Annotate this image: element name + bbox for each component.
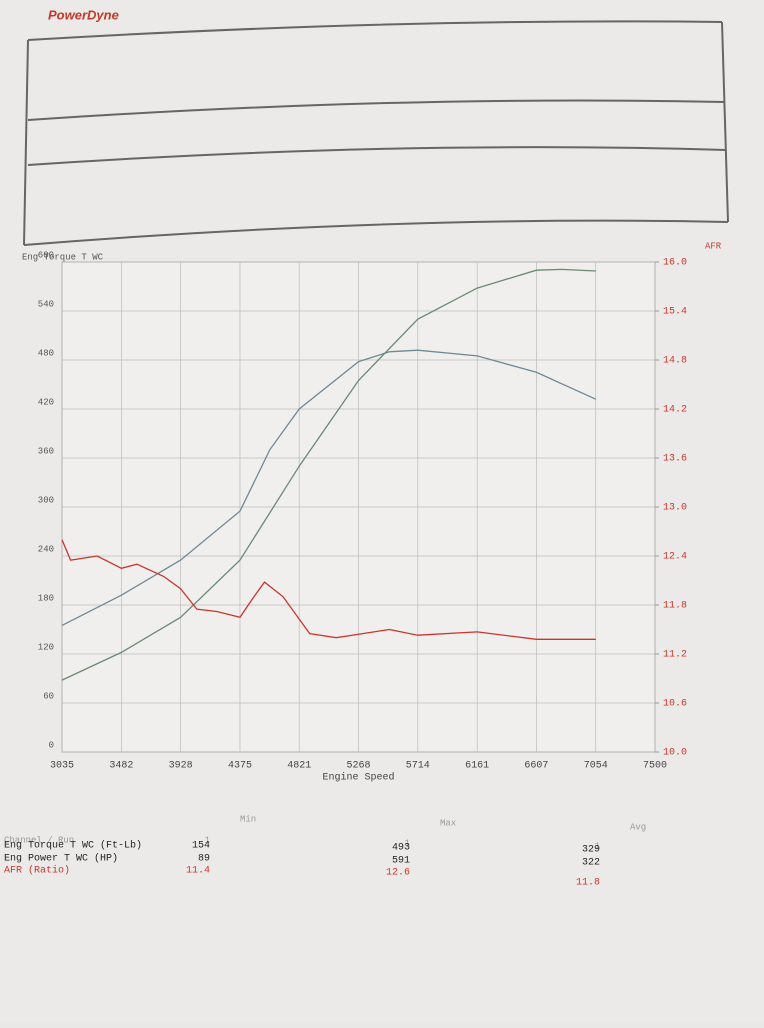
y2-tick-label: 10.0 <box>663 748 687 759</box>
x-tick-label: 4821 <box>287 761 311 772</box>
series-line <box>61 349 597 626</box>
rule <box>23 39 29 246</box>
y-tick-label: 540 <box>38 299 54 309</box>
table-header: Avg <box>630 822 646 832</box>
y2-axis-label: AFR <box>705 241 722 251</box>
rule <box>721 21 729 223</box>
series-line <box>61 268 596 681</box>
x-tick-label: 6607 <box>524 761 548 772</box>
table-header: Max <box>440 818 456 828</box>
y-tick-label: 300 <box>38 495 54 505</box>
table-header: Min <box>240 814 256 824</box>
channel-name: Eng Torque T WC (Ft-Lb) <box>4 840 142 852</box>
rule <box>27 20 723 41</box>
y-tick-label: 480 <box>38 348 54 358</box>
y-tick-label: 120 <box>38 642 54 652</box>
table-value: 493 <box>392 843 410 854</box>
y2-tick-label: 12.4 <box>663 552 687 563</box>
channel-name: AFR (Ratio) <box>4 865 70 877</box>
y2-tick-label: 13.0 <box>663 503 687 514</box>
x-tick-label: 5268 <box>347 761 371 772</box>
table-header: Channel / Run <box>4 835 74 845</box>
table-value: 591 <box>392 856 410 867</box>
x-tick-label: 5714 <box>406 761 430 772</box>
y-tick-label: 600 <box>38 250 54 260</box>
x-axis-label: Engine Speed <box>322 772 394 784</box>
y2-tick-label: 11.2 <box>663 650 687 661</box>
logo: PowerDyne <box>48 7 119 22</box>
y2-tick-label: 14.8 <box>663 356 687 367</box>
rule <box>27 99 725 121</box>
y-axis-label: Eng Torque T WC <box>22 252 104 262</box>
x-tick-label: 3482 <box>109 761 133 772</box>
y2-tick-label: 15.4 <box>663 307 687 318</box>
rule <box>23 219 729 246</box>
x-tick-label: 6161 <box>465 761 489 772</box>
rule <box>27 146 727 166</box>
y-tick-label: 420 <box>38 397 54 407</box>
y-tick-label: 240 <box>38 544 54 554</box>
y2-tick-label: 14.2 <box>663 405 687 416</box>
run-number: 1 <box>595 841 600 851</box>
y2-tick-label: 10.6 <box>663 699 687 710</box>
table-value: 12.6 <box>386 868 410 879</box>
table-value: 322 <box>582 858 600 869</box>
table-value: 329 <box>582 845 600 856</box>
header-boxes <box>23 20 729 246</box>
y-tick-label: 180 <box>38 593 54 603</box>
run-number: 1 <box>205 835 210 845</box>
y2-tick-label: 11.8 <box>663 601 687 612</box>
run-number: 1 <box>405 838 410 848</box>
series-line <box>61 539 596 640</box>
y-tick-label: 0 <box>49 740 54 750</box>
table-value: 11.4 <box>186 866 210 877</box>
x-tick-label: 7500 <box>643 761 667 772</box>
y2-tick-label: 16.0 <box>663 258 687 269</box>
x-tick-label: 3928 <box>169 761 193 772</box>
table-value: 11.8 <box>576 878 600 889</box>
x-tick-label: 4375 <box>228 761 252 772</box>
x-tick-label: 3035 <box>50 761 74 772</box>
table-value: 154 <box>192 841 210 852</box>
y-tick-label: 360 <box>38 446 54 456</box>
x-tick-label: 7054 <box>584 761 608 772</box>
y-tick-label: 60 <box>43 691 54 701</box>
y2-tick-label: 13.6 <box>663 454 687 465</box>
table-value: 89 <box>198 854 210 865</box>
channel-name: Eng Power T WC (HP) <box>4 853 118 865</box>
